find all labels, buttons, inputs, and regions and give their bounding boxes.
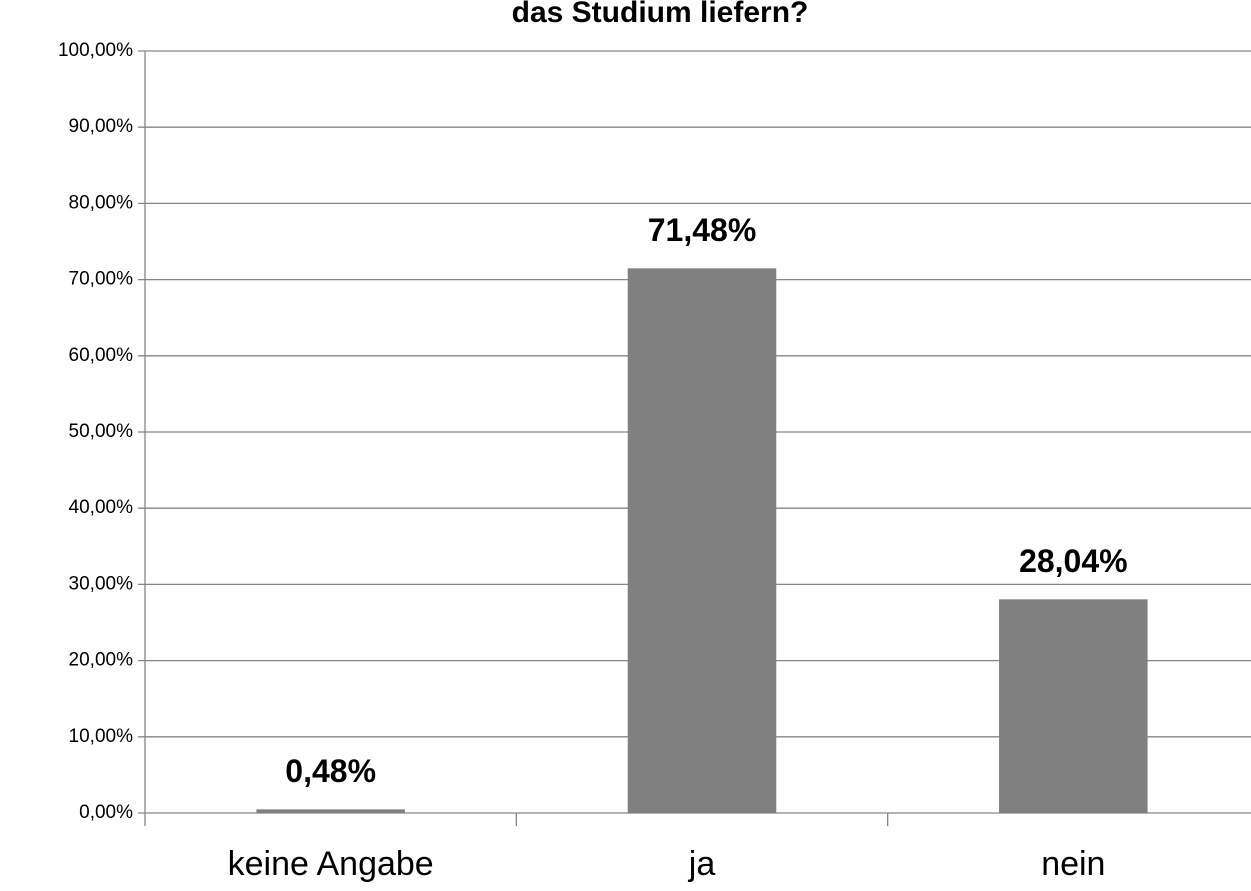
x-tick-label: ja bbox=[688, 845, 716, 883]
bar bbox=[627, 268, 777, 813]
chart-title: das Studium liefern? bbox=[512, 0, 809, 29]
x-tick-label: nein bbox=[1041, 845, 1105, 883]
y-tick-label: 60,00% bbox=[69, 345, 134, 366]
data-label: 0,48% bbox=[285, 753, 376, 789]
bar bbox=[999, 599, 1148, 813]
data-label: 28,04% bbox=[1019, 543, 1128, 579]
y-tick-label: 40,00% bbox=[69, 497, 134, 518]
y-tick-label: 50,00% bbox=[69, 421, 134, 442]
bar bbox=[256, 809, 405, 813]
data-label: 71,48% bbox=[648, 212, 757, 248]
y-tick-label: 90,00% bbox=[69, 116, 134, 137]
y-tick-label: 30,00% bbox=[69, 573, 134, 594]
x-tick-label: keine Angabe bbox=[228, 845, 434, 883]
y-tick-label: 10,00% bbox=[69, 726, 134, 747]
y-tick-label: 80,00% bbox=[69, 192, 134, 213]
y-tick-label: 100,00% bbox=[58, 40, 133, 61]
y-tick-label: 0,00% bbox=[79, 802, 133, 823]
y-tick-label: 20,00% bbox=[69, 650, 134, 671]
y-tick-label: 70,00% bbox=[69, 269, 134, 290]
